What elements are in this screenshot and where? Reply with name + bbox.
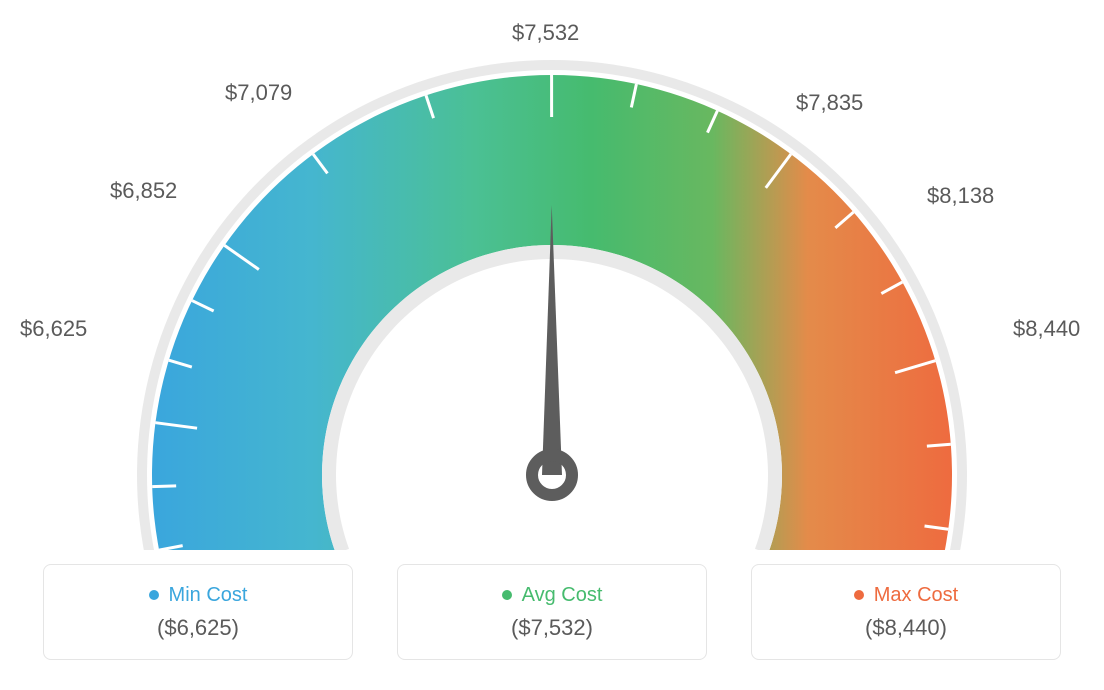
legend-max-title: Max Cost	[854, 584, 958, 607]
gauge-chart: $6,625 $6,852 $7,079 $7,532 $7,835 $8,138 $8,4…	[0, 20, 1104, 550]
gauge-tick-label: $8,440	[1013, 316, 1080, 342]
legend-max-value: ($8,440)	[865, 615, 947, 641]
legend-row: Min Cost ($6,625) Avg Cost ($7,532) Max …	[0, 564, 1104, 660]
legend-max-dot	[854, 590, 864, 600]
legend-max-label: Max Cost	[874, 584, 958, 607]
gauge-tick-label: $7,532	[512, 20, 579, 46]
gauge-tick-label: $6,625	[20, 316, 87, 342]
legend-min-title: Min Cost	[149, 584, 248, 607]
legend-min-dot	[149, 590, 159, 600]
gauge-svg	[0, 20, 1104, 550]
cost-gauge-container: $6,625 $6,852 $7,079 $7,532 $7,835 $8,138 $8,4…	[0, 0, 1104, 690]
gauge-tick-label: $8,138	[927, 183, 994, 209]
gauge-tick-label: $6,852	[110, 178, 177, 204]
legend-avg-value: ($7,532)	[511, 615, 593, 641]
gauge-tick-label: $7,079	[225, 80, 292, 106]
legend-avg-title: Avg Cost	[502, 584, 603, 607]
legend-max-card: Max Cost ($8,440)	[751, 564, 1061, 660]
legend-min-card: Min Cost ($6,625)	[43, 564, 353, 660]
legend-avg-dot	[502, 590, 512, 600]
legend-avg-label: Avg Cost	[522, 584, 603, 607]
legend-min-label: Min Cost	[169, 584, 248, 607]
legend-avg-card: Avg Cost ($7,532)	[397, 564, 707, 660]
legend-min-value: ($6,625)	[157, 615, 239, 641]
gauge-tick-label: $7,835	[796, 90, 863, 116]
